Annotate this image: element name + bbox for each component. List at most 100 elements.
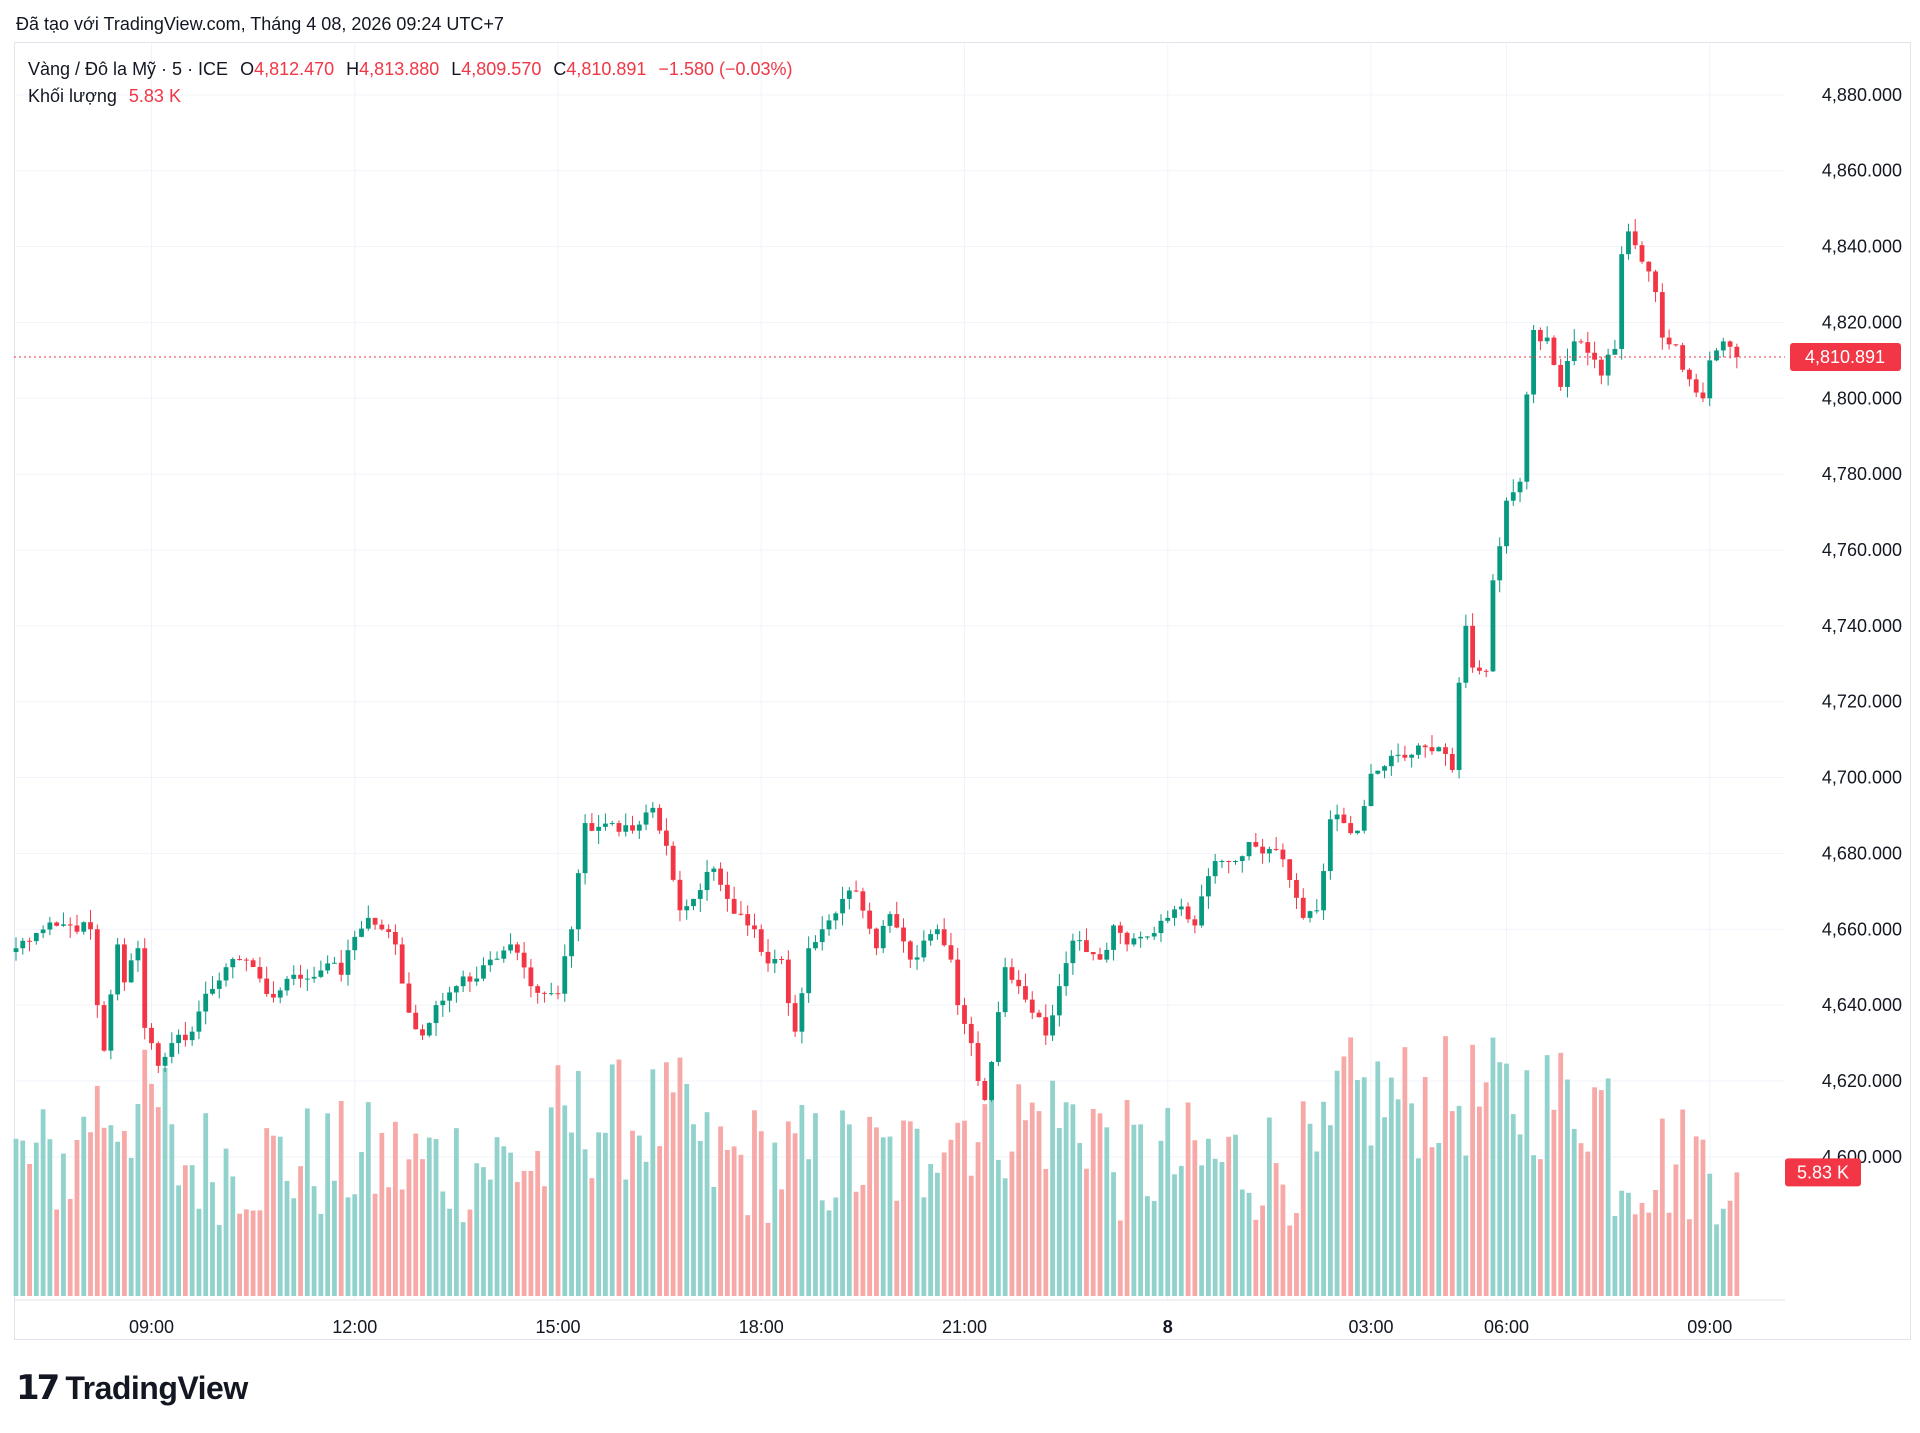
volume-bar — [1266, 1117, 1272, 1296]
candle — [1145, 936, 1150, 940]
volume-bar — [867, 1116, 873, 1296]
tradingview-logo[interactable]: 17 TradingView — [16, 1368, 248, 1408]
candle-body — [406, 983, 412, 1013]
candle-body — [1165, 917, 1171, 921]
candle-body — [1497, 546, 1503, 581]
volume-bar — [1700, 1139, 1706, 1296]
candle — [1036, 1009, 1042, 1018]
candle — [901, 918, 906, 953]
candle — [1537, 327, 1543, 351]
candle — [420, 1024, 425, 1040]
candle-body — [27, 940, 32, 942]
volume-bar — [1646, 1212, 1652, 1296]
candle-body — [508, 944, 513, 951]
volume-bar — [840, 1110, 845, 1296]
candle-body — [433, 1005, 439, 1024]
candle — [582, 814, 588, 885]
candle — [399, 937, 405, 984]
candle-body — [548, 993, 554, 995]
candle — [1043, 1004, 1049, 1045]
x-tick-label: 8 — [1163, 1317, 1173, 1337]
candle — [1172, 906, 1177, 926]
candle-body — [1578, 341, 1584, 343]
candle — [33, 932, 39, 945]
volume-bar — [494, 1137, 500, 1296]
volume-bar — [664, 1062, 669, 1296]
candle — [1124, 931, 1130, 952]
candle — [941, 918, 947, 947]
volume-bar — [1632, 1214, 1638, 1296]
candle-body — [453, 986, 459, 993]
candle-body — [230, 959, 236, 968]
candle-body — [1158, 920, 1164, 934]
candle — [928, 929, 934, 946]
candle — [298, 964, 303, 988]
volume-bar — [1449, 1111, 1455, 1296]
candle-body — [1551, 337, 1557, 365]
volume-bar — [1077, 1143, 1083, 1296]
volume-bar — [460, 1222, 466, 1296]
candle-body — [765, 951, 771, 964]
candle-body — [1585, 342, 1591, 353]
candle-body — [1117, 925, 1123, 933]
candle-body — [772, 958, 778, 964]
candle-body — [1341, 814, 1347, 824]
candle — [1097, 947, 1103, 961]
volume-label[interactable]: Khối lượng — [28, 86, 117, 106]
candle — [460, 970, 466, 992]
candle-body — [1727, 341, 1733, 347]
candle — [636, 820, 642, 840]
volume-bar — [20, 1140, 26, 1296]
candle-body — [189, 1031, 195, 1041]
candle-body — [1429, 747, 1435, 752]
y-tick-label: 4,620.000 — [1822, 1071, 1902, 1091]
candle-body — [596, 826, 602, 831]
candle — [1422, 744, 1428, 758]
candle — [962, 997, 967, 1035]
candle-body — [1246, 842, 1252, 857]
candle-body — [1185, 906, 1191, 920]
volume-bar — [1409, 1103, 1415, 1296]
y-tick-label: 4,640.000 — [1822, 995, 1902, 1015]
volume-bar — [535, 1150, 541, 1296]
volume-bar — [1239, 1189, 1245, 1296]
volume-bar — [325, 1113, 331, 1296]
candle — [142, 938, 148, 1040]
candle — [616, 820, 622, 837]
volume-bar — [1619, 1190, 1625, 1296]
symbol-title[interactable]: Vàng / Đô la Mỹ · 5 · ICE — [28, 59, 229, 79]
volume-bar — [81, 1116, 87, 1296]
candle — [995, 1001, 1001, 1066]
candle — [426, 1022, 432, 1038]
candle — [13, 937, 19, 961]
volume-bar — [1504, 1063, 1509, 1296]
volume-bar — [108, 1125, 114, 1296]
volume-bar — [162, 1067, 168, 1296]
candle-body — [1571, 341, 1577, 361]
volume-bar — [1659, 1118, 1665, 1296]
candle-body — [1612, 348, 1618, 355]
candle-body — [1077, 940, 1083, 942]
chart-frame[interactable] — [14, 42, 1911, 1340]
candle — [948, 932, 954, 963]
candle — [1659, 283, 1665, 350]
volume-bar — [643, 1161, 649, 1296]
candle — [196, 1000, 202, 1040]
candle-body — [1266, 848, 1272, 854]
candle-body — [1273, 848, 1279, 850]
candle — [1361, 799, 1367, 834]
volume-bar — [677, 1057, 683, 1296]
candle — [874, 927, 879, 956]
candle — [907, 939, 913, 969]
volume-bar — [1687, 1219, 1692, 1296]
volume-bar — [1605, 1078, 1611, 1296]
volume-bar — [203, 1113, 209, 1296]
volume-bar — [1443, 1036, 1448, 1296]
candle-body — [914, 957, 920, 960]
volume-bar — [33, 1142, 39, 1296]
candle — [1206, 868, 1211, 909]
candle-body — [210, 988, 215, 994]
volume-bar — [955, 1122, 961, 1296]
y-tick-label: 4,880.000 — [1822, 85, 1902, 105]
